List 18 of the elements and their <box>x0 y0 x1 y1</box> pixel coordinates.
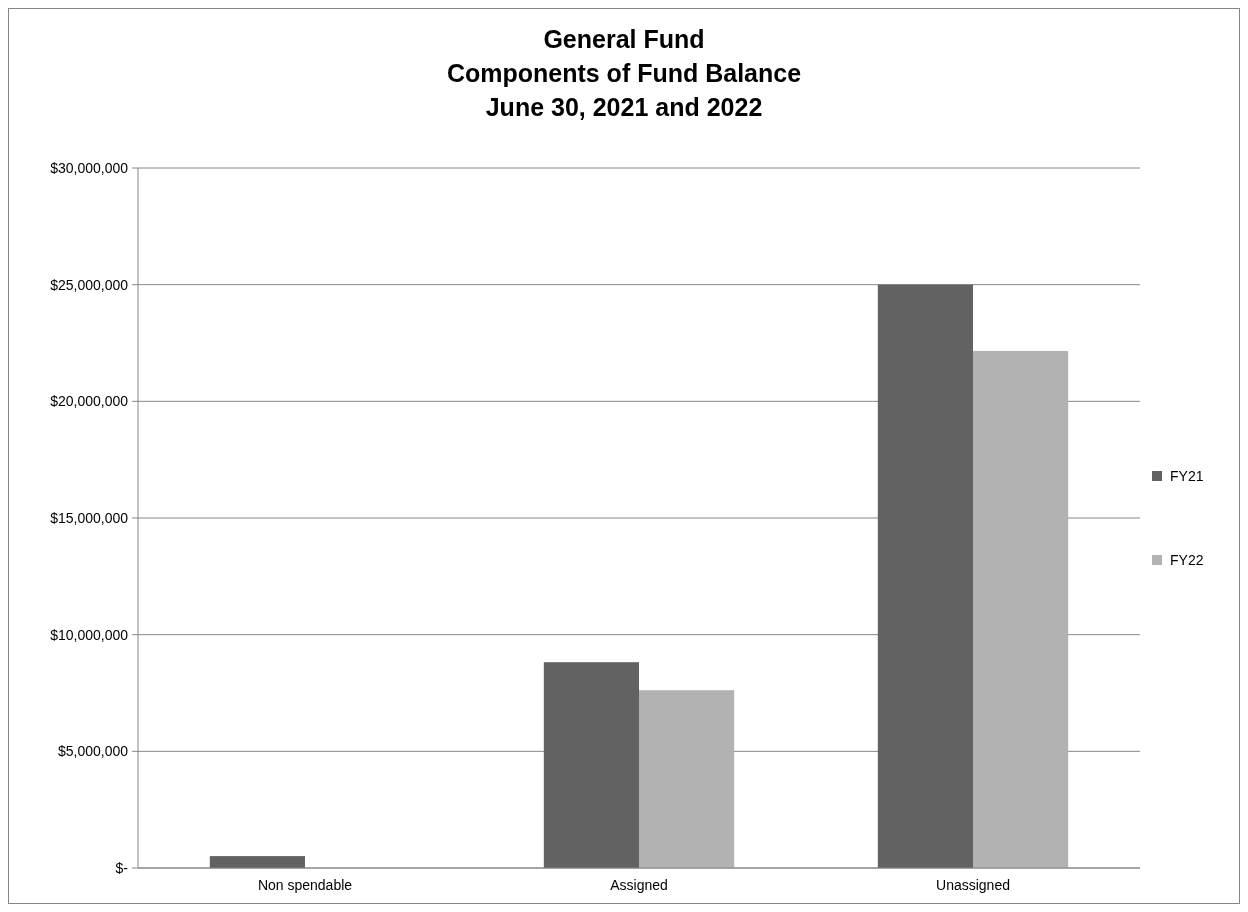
y-tick-label: $10,000,000 <box>50 626 129 643</box>
y-tick-label: $30,000,000 <box>50 159 129 176</box>
legend-label: FY21 <box>1170 467 1204 484</box>
y-tick-label: $15,000,000 <box>50 509 129 526</box>
x-tick-label: Assigned <box>610 877 668 893</box>
legend-label: FY22 <box>1170 551 1204 568</box>
x-tick-label: Unassigned <box>936 877 1010 893</box>
y-tick-label: $5,000,000 <box>57 743 129 760</box>
bar <box>877 284 973 868</box>
y-tick-label: $25,000,000 <box>50 276 129 293</box>
bar <box>973 350 1069 868</box>
chart-title: General Fund Components of Fund Balance June 30, 2021 and 2022 <box>446 25 802 121</box>
bar <box>543 662 639 868</box>
y-tick-label: $20,000,000 <box>50 393 129 410</box>
y-tick-label: $- <box>115 859 129 876</box>
bar <box>209 856 305 868</box>
x-tick-label: Non spendable <box>257 877 353 893</box>
bar <box>639 690 735 868</box>
